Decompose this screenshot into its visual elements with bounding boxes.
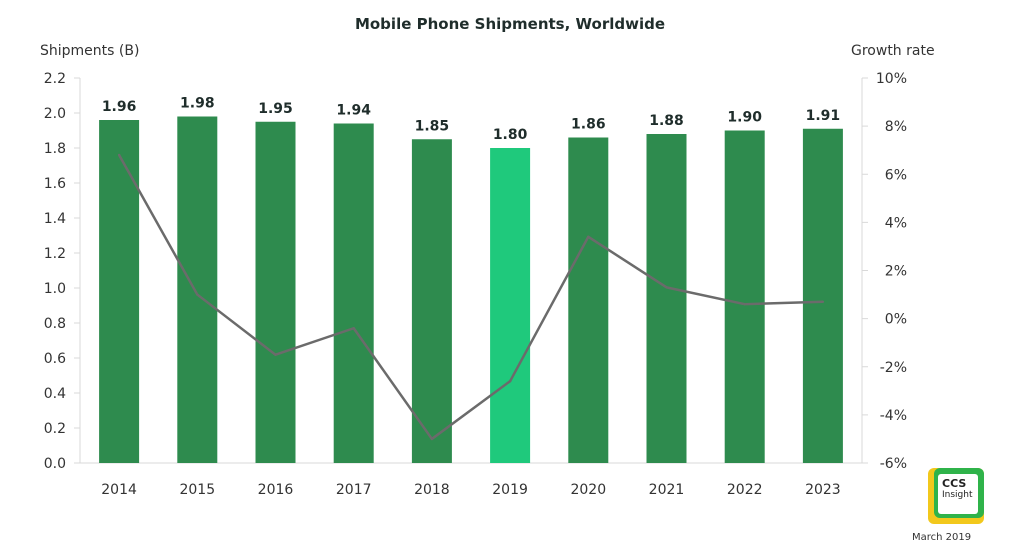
- bar-2017: [333, 123, 374, 463]
- left-tick-label-2.2: 2.2: [44, 71, 66, 87]
- bar-label-2021: 1.88: [649, 113, 684, 129]
- growth-point-2017: [352, 327, 355, 330]
- left-tick-label-0.0: 0.0: [44, 456, 66, 472]
- growth-point-2015: [196, 293, 199, 296]
- left-axis-title: Shipments (B): [40, 43, 139, 59]
- bar-label-2016: 1.95: [258, 101, 293, 117]
- logo-subtext: Insight: [942, 490, 973, 500]
- x-tick-2020: 2020: [570, 482, 606, 498]
- x-tick-2019: 2019: [492, 482, 528, 498]
- right-tick-label-6%: 6%: [885, 167, 907, 183]
- right-tick-label--4%: -4%: [880, 408, 907, 424]
- x-tick-2017: 2017: [336, 482, 372, 498]
- growth-point-2018: [430, 437, 434, 441]
- bar-2018: [411, 139, 452, 463]
- bar-2015: [177, 116, 218, 463]
- left-tick-label-2.0: 2.0: [44, 106, 66, 122]
- growth-point-2021: [665, 286, 668, 289]
- growth-line-group: [117, 153, 825, 441]
- right-tick-label--2%: -2%: [880, 360, 907, 376]
- x-tick-2021: 2021: [649, 482, 685, 498]
- left-ticks-group: 0.0 0.2 0.4 0.6 0.8 1.0 1.2 1.4 1.6 1.8 2.0 2.2: [44, 71, 80, 472]
- right-tick-label-0%: 0%: [885, 312, 907, 328]
- right-axis-title: Growth rate: [851, 43, 935, 59]
- bar-2016: [255, 121, 296, 463]
- left-tick-label-1.8: 1.8: [44, 141, 66, 157]
- left-tick-label-0.2: 0.2: [44, 421, 66, 437]
- left-tick-label-0.8: 0.8: [44, 316, 66, 332]
- logo-text: CCS: [942, 477, 967, 490]
- x-tick-2018: 2018: [414, 482, 450, 498]
- x-tick-2014: 2014: [101, 482, 137, 498]
- x-ticks-group: 2014 2015 2016 2017 2018 2019 2020 2021 2022 2023: [101, 482, 840, 498]
- x-tick-2015: 2015: [179, 482, 215, 498]
- bar-2019: [490, 148, 531, 463]
- growth-point-2023: [821, 300, 825, 303]
- left-tick-label-1.6: 1.6: [44, 176, 66, 192]
- bar-label-2020: 1.86: [571, 117, 606, 133]
- growth-rate-line: [118, 154, 823, 441]
- chart-title: Mobile Phone Shipments, Worldwide: [355, 15, 665, 33]
- ccs-insight-logo: CCS Insight: [928, 468, 984, 524]
- right-tick-label--6%: -6%: [880, 456, 907, 472]
- left-tick-label-1.2: 1.2: [44, 246, 66, 262]
- growth-point-2014: [117, 153, 121, 157]
- left-tick-label-0.4: 0.4: [44, 386, 66, 402]
- right-tick-label-8%: 8%: [885, 119, 907, 135]
- bar-2014: [99, 120, 140, 463]
- growth-point-2022: [743, 302, 746, 306]
- bar-label-2014: 1.96: [102, 99, 137, 115]
- bar-2020: [568, 137, 609, 463]
- bar-label-2015: 1.98: [180, 96, 215, 112]
- bar-label-2017: 1.94: [336, 103, 371, 119]
- bar-labels-group: 1.96 1.98 1.95 1.94 1.85 1.80 1.86 1.88 1.90 1.91: [102, 96, 840, 144]
- left-tick-label-1.4: 1.4: [44, 211, 66, 227]
- x-tick-2016: 2016: [258, 482, 294, 498]
- right-tick-label-10%: 10%: [876, 71, 907, 87]
- bar-2021: [646, 134, 687, 463]
- growth-point-2016: [274, 353, 277, 356]
- bar-2022: [724, 130, 765, 463]
- right-tick-label-2%: 2%: [885, 264, 907, 280]
- growth-point-2019: [508, 379, 512, 383]
- growth-point-2020: [587, 235, 590, 239]
- left-tick-label-0.6: 0.6: [44, 351, 66, 367]
- right-tick-label-4%: 4%: [885, 215, 907, 231]
- bar-label-2019: 1.80: [493, 127, 528, 143]
- publication-date: March 2019: [912, 532, 972, 543]
- x-tick-2023: 2023: [805, 482, 841, 498]
- left-tick-label-1.0: 1.0: [44, 281, 66, 297]
- bar-label-2018: 1.85: [415, 118, 450, 134]
- x-tick-2022: 2022: [727, 482, 763, 498]
- bar-label-2023: 1.91: [806, 108, 841, 124]
- bar-2023: [802, 128, 843, 463]
- right-ticks-group: -6% -4% -2% 0% 2% 4% 6% 8% 10%: [862, 71, 907, 472]
- bar-label-2022: 1.90: [727, 110, 762, 126]
